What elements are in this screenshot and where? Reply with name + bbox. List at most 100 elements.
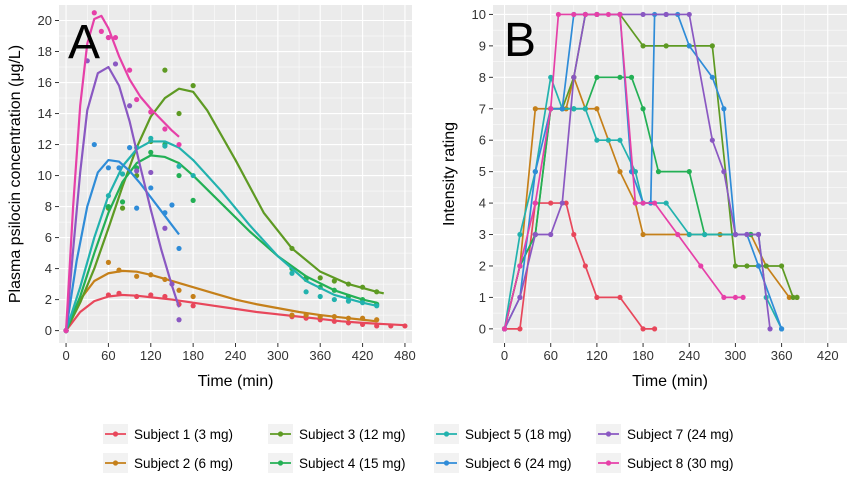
data-point xyxy=(190,197,196,203)
data-point xyxy=(119,205,126,211)
data-point xyxy=(721,106,727,112)
x-tick-label: 240 xyxy=(225,348,247,363)
data-point xyxy=(190,293,196,300)
data-layer xyxy=(501,11,800,332)
data-point xyxy=(767,326,773,332)
data-point xyxy=(698,263,704,269)
data-point xyxy=(116,290,122,296)
y-tick-label: 0 xyxy=(45,323,52,338)
data-point xyxy=(563,200,569,206)
legend-item-s3: Subject 3 (12 mg) xyxy=(268,424,406,444)
x-tick-label: 120 xyxy=(586,348,608,363)
data-point xyxy=(190,303,196,309)
data-point xyxy=(686,231,692,238)
plot-background xyxy=(493,5,847,343)
legend-key-point xyxy=(277,460,284,466)
data-point xyxy=(116,267,122,273)
data-point xyxy=(374,317,380,323)
data-point xyxy=(105,203,112,210)
data-point xyxy=(709,74,715,80)
data-point xyxy=(594,294,600,301)
data-point xyxy=(134,273,140,279)
data-point xyxy=(105,165,112,171)
data-point xyxy=(127,67,133,73)
y-tick-label: 1 xyxy=(479,290,486,305)
data-point xyxy=(652,326,658,332)
data-point xyxy=(116,165,122,171)
data-point xyxy=(640,326,646,332)
data-point xyxy=(517,263,523,269)
legend-key-point xyxy=(443,431,450,437)
data-point xyxy=(582,263,588,269)
x-tick-label: 0 xyxy=(501,348,508,363)
y-tick-label: 8 xyxy=(479,70,486,85)
data-point xyxy=(359,315,366,321)
y-tick-label: 20 xyxy=(38,13,52,28)
data-point xyxy=(532,200,538,206)
data-point xyxy=(517,294,523,301)
series-s1 xyxy=(63,290,408,334)
x-tick-label: 420 xyxy=(352,348,374,363)
y-tick-label: 4 xyxy=(479,196,486,211)
y-tick-label: 0 xyxy=(479,321,486,336)
panel-letter: B xyxy=(504,14,536,67)
data-point xyxy=(127,145,133,151)
data-point xyxy=(744,263,750,269)
data-point xyxy=(628,74,635,80)
data-point xyxy=(640,11,646,18)
data-point xyxy=(594,74,600,80)
legend-label: Subject 3 (12 mg) xyxy=(299,427,406,442)
data-point xyxy=(640,231,646,238)
x-tick-label: 240 xyxy=(678,348,700,363)
data-point xyxy=(162,225,168,231)
data-point xyxy=(640,200,646,206)
data-point xyxy=(532,231,538,238)
x-tick-label: 360 xyxy=(771,348,793,363)
fit-curve-s8 xyxy=(64,14,180,331)
data-point xyxy=(632,169,638,175)
data-point xyxy=(388,323,394,329)
x-tick-label: 60 xyxy=(101,348,115,363)
data-point xyxy=(571,11,577,18)
x-tick-label: 120 xyxy=(140,348,162,363)
data-point xyxy=(532,106,538,112)
legend-item-s7: Subject 7 (24 mg) xyxy=(596,424,734,444)
data-point xyxy=(617,137,623,143)
data-layer xyxy=(63,10,408,334)
x-axis-title: Time (min) xyxy=(198,373,274,390)
data-point xyxy=(582,106,588,112)
data-point xyxy=(148,109,154,115)
data-point xyxy=(119,171,126,177)
data-point xyxy=(794,294,800,301)
x-tick-label: 300 xyxy=(725,348,747,363)
data-point xyxy=(640,106,646,112)
y-tick-label: 2 xyxy=(45,292,52,307)
data-point xyxy=(148,149,154,155)
data-point xyxy=(632,200,638,206)
data-point xyxy=(571,231,577,238)
data-point xyxy=(162,126,168,132)
data-point xyxy=(317,314,323,320)
data-point xyxy=(732,263,739,269)
data-point xyxy=(162,293,168,300)
data-point xyxy=(778,263,785,269)
data-point xyxy=(331,296,337,303)
data-point xyxy=(345,320,352,326)
data-point xyxy=(317,293,323,300)
data-point xyxy=(763,263,769,269)
legend-label: Subject 6 (24 mg) xyxy=(465,456,572,471)
legend-key-point xyxy=(605,431,612,437)
data-point xyxy=(686,43,692,49)
fit-curve-s2 xyxy=(65,269,377,332)
data-point xyxy=(548,231,554,238)
x-tick-label: 360 xyxy=(309,348,331,363)
x-tick-label: 420 xyxy=(817,348,839,363)
data-point xyxy=(663,43,669,49)
data-point xyxy=(176,110,182,117)
data-point xyxy=(617,294,623,301)
legend-item-s6: Subject 6 (24 mg) xyxy=(434,453,572,473)
data-point xyxy=(605,137,612,143)
y-tick-label: 14 xyxy=(38,106,52,121)
data-point xyxy=(571,106,577,112)
y-tick-label: 10 xyxy=(38,168,52,183)
